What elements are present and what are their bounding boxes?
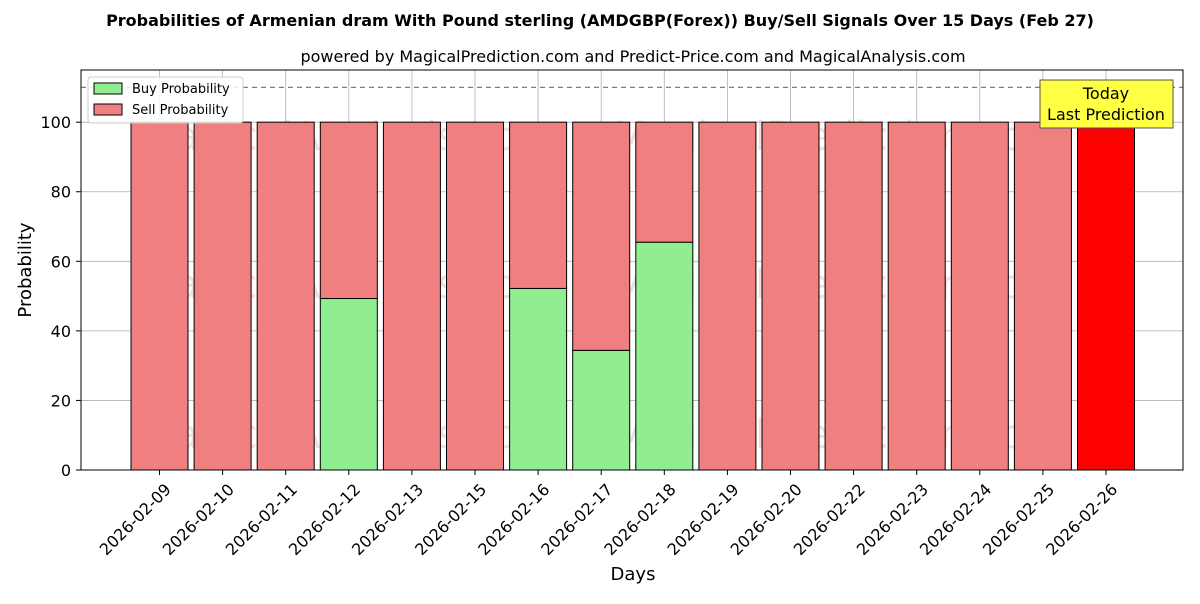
legend: Buy Probability Sell Probability [87,76,244,124]
x-axis: 2026-02-092026-02-102026-02-112026-02-12… [96,470,1121,559]
today-label-box [1039,79,1174,129]
bar-sell [887,121,946,471]
y-tick-label: 40 [51,322,71,341]
bar-sell-highlight [1077,121,1135,471]
bar-sell [193,121,252,471]
chart-subtitle: powered by MagicalPrediction.com and Pre… [300,47,965,66]
bar-sell [382,121,441,471]
bar-sell [572,121,631,351]
bar-buy [635,241,694,471]
y-tick-label: 80 [51,183,71,202]
bar-sell [130,121,189,471]
bar-sell [950,121,1009,471]
plot-frame [80,69,1184,471]
today-annotation: Today Last Prediction [1039,79,1174,129]
x-axis-label: Days [611,564,656,585]
bar-buy [509,287,568,471]
bar-sell [698,121,757,471]
bar-buy [319,298,378,471]
y-tick-label: 0 [61,461,71,480]
legend-swatch [93,82,123,95]
legend-swatch [93,103,123,116]
y-tick-label: 60 [51,252,71,271]
bar-sell [761,121,820,471]
legend-box [87,76,244,124]
bar-sell [319,121,378,300]
legend-label: Buy Probability [132,82,230,97]
y-axis: 0 20 40 60 80 100 [40,113,81,480]
last-prediction-label: Last Prediction [1047,105,1165,124]
chart-title: Probabilities of Armenian dram With Poun… [106,11,1094,30]
bar-sell [509,121,568,289]
bar-sell [824,121,883,471]
bar-buy [572,349,631,471]
today-label: Today [1082,84,1129,103]
legend-label: Sell Probability [132,103,229,118]
bars [130,121,1135,471]
bar-sell [1013,121,1072,471]
y-tick-label: 20 [51,391,71,410]
bar-sell [446,121,504,471]
y-tick-label: 100 [40,113,71,132]
bar-sell [635,121,694,243]
bar-sell [256,121,315,471]
y-axis-label: Probability [15,222,36,317]
